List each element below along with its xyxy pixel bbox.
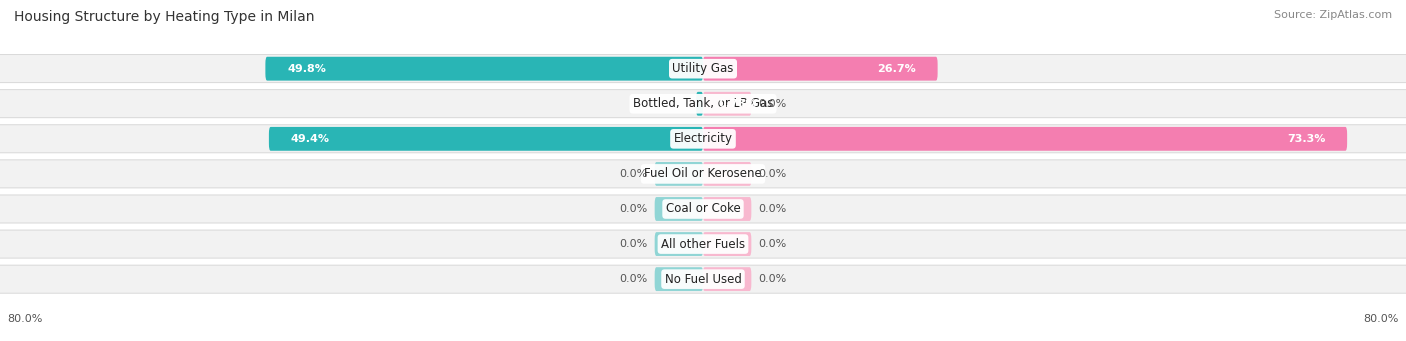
FancyBboxPatch shape xyxy=(703,57,938,80)
Text: 26.7%: 26.7% xyxy=(877,64,915,74)
FancyBboxPatch shape xyxy=(266,57,703,80)
Text: Source: ZipAtlas.com: Source: ZipAtlas.com xyxy=(1274,10,1392,20)
Text: 0.0%: 0.0% xyxy=(758,274,786,284)
FancyBboxPatch shape xyxy=(0,195,1406,223)
Text: Housing Structure by Heating Type in Milan: Housing Structure by Heating Type in Mil… xyxy=(14,10,315,24)
FancyBboxPatch shape xyxy=(269,127,703,151)
Text: 73.3%: 73.3% xyxy=(1286,134,1324,144)
FancyBboxPatch shape xyxy=(655,232,703,256)
FancyBboxPatch shape xyxy=(0,90,1406,118)
FancyBboxPatch shape xyxy=(0,265,1406,293)
Text: 0.0%: 0.0% xyxy=(620,274,648,284)
Text: Coal or Coke: Coal or Coke xyxy=(665,203,741,216)
Text: 80.0%: 80.0% xyxy=(1364,314,1399,324)
Text: 0.0%: 0.0% xyxy=(620,239,648,249)
Text: 0.0%: 0.0% xyxy=(758,204,786,214)
FancyBboxPatch shape xyxy=(0,55,1406,83)
FancyBboxPatch shape xyxy=(696,92,703,116)
Text: 0.0%: 0.0% xyxy=(620,169,648,179)
Text: No Fuel Used: No Fuel Used xyxy=(665,273,741,286)
Text: Utility Gas: Utility Gas xyxy=(672,62,734,75)
FancyBboxPatch shape xyxy=(703,127,1347,151)
Text: 0.0%: 0.0% xyxy=(758,169,786,179)
FancyBboxPatch shape xyxy=(703,267,751,291)
FancyBboxPatch shape xyxy=(0,230,1406,258)
Text: 0.0%: 0.0% xyxy=(758,239,786,249)
Text: 49.4%: 49.4% xyxy=(291,134,330,144)
Text: 0.78%: 0.78% xyxy=(718,99,756,109)
Text: Fuel Oil or Kerosene: Fuel Oil or Kerosene xyxy=(644,167,762,180)
FancyBboxPatch shape xyxy=(0,125,1406,153)
Text: Bottled, Tank, or LP Gas: Bottled, Tank, or LP Gas xyxy=(633,97,773,110)
FancyBboxPatch shape xyxy=(703,197,751,221)
Text: Electricity: Electricity xyxy=(673,132,733,145)
Text: 0.0%: 0.0% xyxy=(758,99,786,109)
FancyBboxPatch shape xyxy=(0,160,1406,188)
FancyBboxPatch shape xyxy=(703,232,751,256)
Text: 80.0%: 80.0% xyxy=(7,314,42,324)
FancyBboxPatch shape xyxy=(655,197,703,221)
FancyBboxPatch shape xyxy=(703,92,751,116)
FancyBboxPatch shape xyxy=(655,267,703,291)
Text: 0.0%: 0.0% xyxy=(620,204,648,214)
Text: All other Fuels: All other Fuels xyxy=(661,238,745,251)
FancyBboxPatch shape xyxy=(703,162,751,186)
FancyBboxPatch shape xyxy=(655,162,703,186)
Text: 49.8%: 49.8% xyxy=(287,64,326,74)
